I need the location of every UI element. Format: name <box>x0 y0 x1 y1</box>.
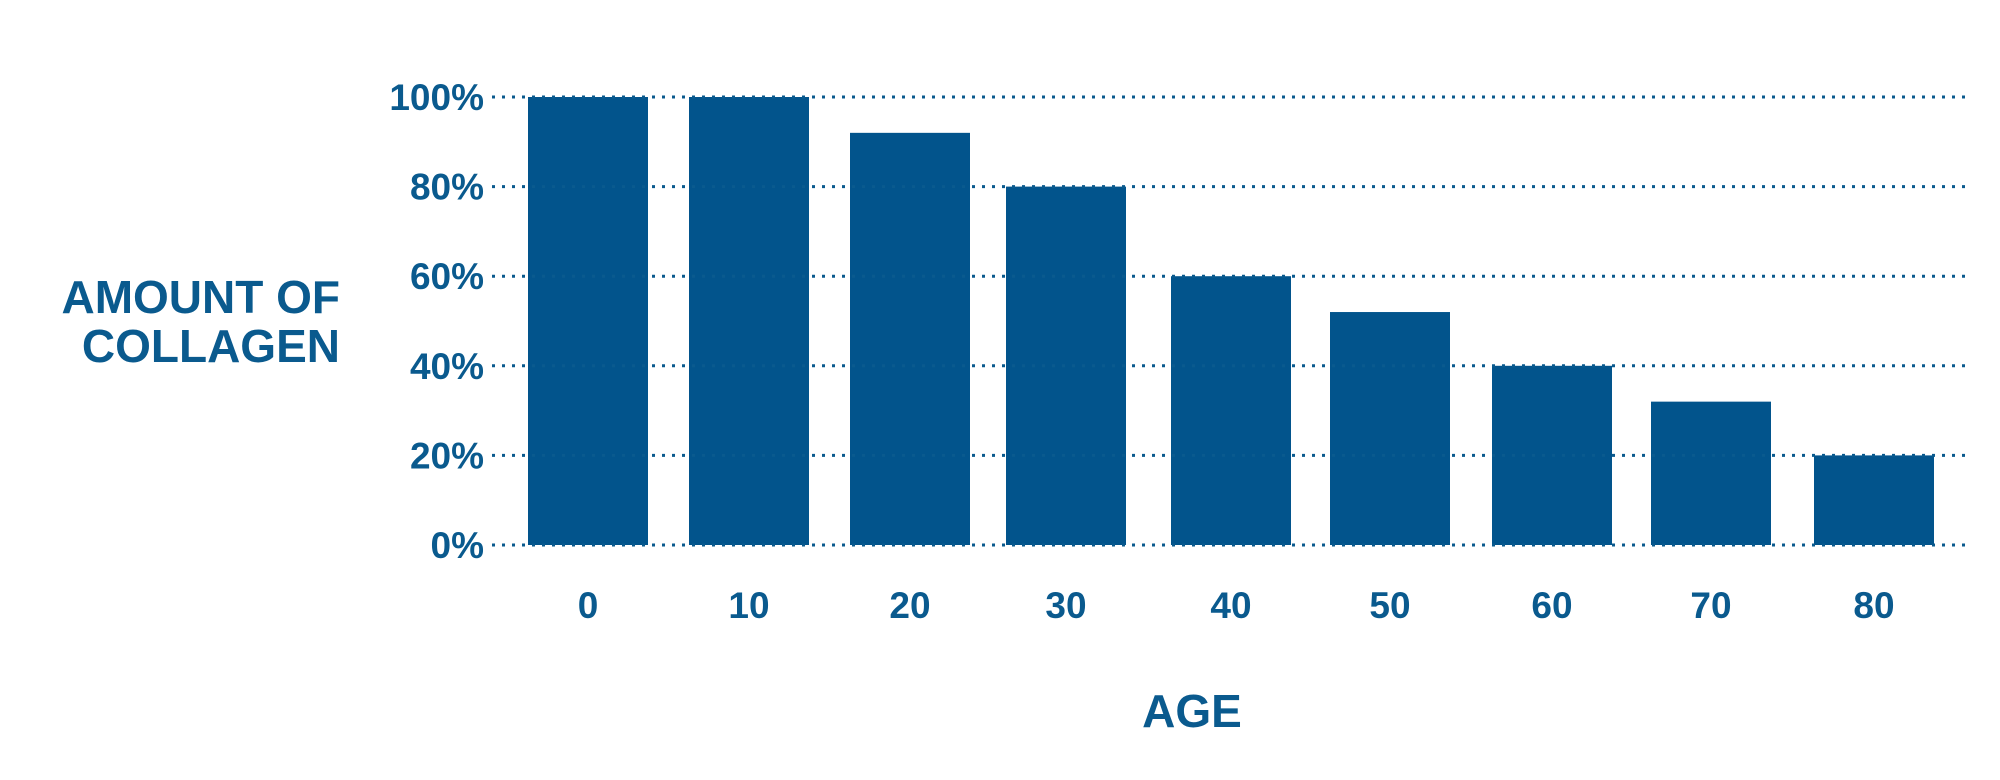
x-tick-label: 20 <box>889 585 930 626</box>
y-tick-label: 60% <box>410 256 484 297</box>
x-tick-label: 60 <box>1531 585 1572 626</box>
bar-80 <box>1814 455 1934 545</box>
x-tick-label: 30 <box>1045 585 1086 626</box>
x-tick-label: 50 <box>1369 585 1410 626</box>
x-axis-ticks: 0 10 20 30 40 50 60 70 80 <box>578 585 1895 626</box>
x-tick-label: 10 <box>728 585 769 626</box>
bar-50 <box>1330 312 1450 545</box>
bar-40 <box>1171 276 1291 545</box>
y-tick-label: 100% <box>389 77 484 118</box>
x-tick-label: 40 <box>1210 585 1251 626</box>
bar-70 <box>1651 401 1771 545</box>
y-axis-title-line-1: AMOUNT OF <box>61 271 340 323</box>
y-axis-title-line-2: COLLAGEN <box>82 320 340 372</box>
x-axis-title: AGE <box>1142 685 1242 737</box>
y-tick-label: 20% <box>410 435 484 476</box>
bar-30 <box>1006 186 1126 545</box>
x-tick-label: 0 <box>578 585 599 626</box>
bar-20 <box>850 132 970 545</box>
y-tick-label: 80% <box>410 167 484 208</box>
x-tick-label: 80 <box>1853 585 1894 626</box>
bar-0 <box>528 97 648 545</box>
y-tick-label: 0% <box>431 525 484 566</box>
bars <box>528 97 1934 545</box>
bar-10 <box>689 97 809 545</box>
x-tick-label: 70 <box>1690 585 1731 626</box>
y-axis-ticks: 0% 20% 40% 60% 80% 100% <box>389 77 484 566</box>
y-tick-label: 40% <box>410 346 484 387</box>
